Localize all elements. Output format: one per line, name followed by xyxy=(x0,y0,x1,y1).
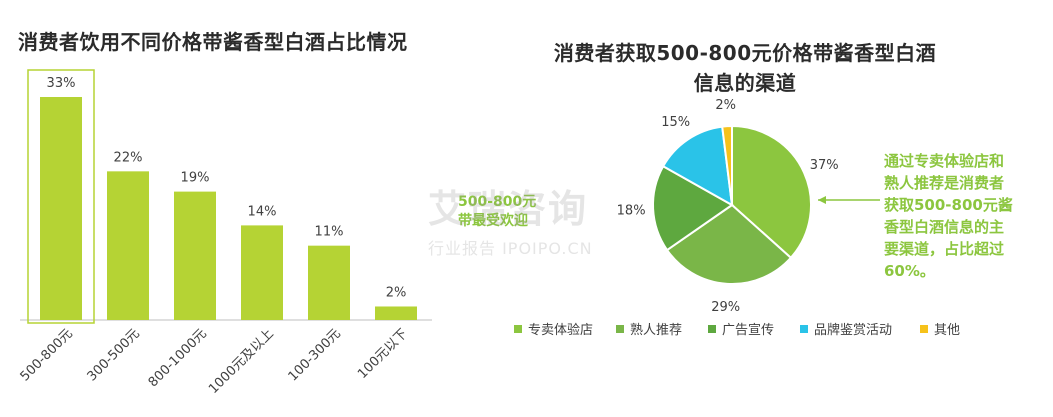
pie-chart-title-line1: 消费者获取500-800元价格带酱香型白酒 xyxy=(553,41,937,65)
bar-value-label: 22% xyxy=(114,150,143,165)
pie-slice xyxy=(652,164,734,252)
bar xyxy=(40,97,82,320)
bar-chart: 33% 500-800元 22% 300-500元 19% 800-1000元 14% 100… xyxy=(18,69,432,397)
legend-label: 其他 xyxy=(934,323,960,338)
callout-line: 熟人推荐是消费者 xyxy=(884,174,1005,192)
bar-value-label: 11% xyxy=(315,225,344,240)
legend-swatch xyxy=(920,325,928,333)
callout-line: 香型白酒信息的主 xyxy=(884,218,1005,236)
bar xyxy=(375,306,417,320)
pie-value-label: 15% xyxy=(661,115,690,130)
pie-slice xyxy=(731,124,812,260)
pie-slice xyxy=(721,124,733,206)
pie-value-label: 2% xyxy=(715,98,736,113)
callout-text: 通过专卖体验店和 熟人推荐是消费者 获取500-800元酱 香型白酒信息的主 要… xyxy=(884,150,1049,282)
callout-line: 通过专卖体验店和 xyxy=(884,152,1005,170)
highlight-box xyxy=(27,69,95,324)
pie-slice xyxy=(665,203,793,285)
x-tick-label: 100元以下 xyxy=(355,326,411,382)
legend-label: 品牌鉴赏活动 xyxy=(814,322,892,338)
pie-chart: 37% 29% 18% 15% 2% xyxy=(617,98,839,315)
legend-label: 熟人推荐 xyxy=(630,322,682,338)
highlight-note: 500-800元 带最受欢迎 xyxy=(458,193,558,231)
pie-value-label: 37% xyxy=(810,158,839,173)
callout-line: 获取500-800元酱 xyxy=(884,196,1013,214)
legend-label: 广告宣传 xyxy=(722,322,774,338)
bar-value-label: 2% xyxy=(386,285,407,300)
bar xyxy=(241,225,283,320)
pie-value-label: 18% xyxy=(617,204,646,219)
bar-value-label: 19% xyxy=(181,171,210,186)
highlight-note-line2: 带最受欢迎 xyxy=(458,213,528,229)
legend-label: 专卖体验店 xyxy=(528,322,593,338)
legend-swatch xyxy=(616,325,624,333)
callout-line: 要渠道，占比超过 xyxy=(884,240,1005,258)
legend-swatch xyxy=(708,325,716,333)
highlight-note-line1: 500-800元 xyxy=(458,194,537,210)
callout-arrow-head xyxy=(818,196,826,204)
pie-slice xyxy=(661,125,734,207)
x-tick-label: 500-800元 xyxy=(18,326,76,384)
bar xyxy=(308,245,350,320)
callout-line: 60%。 xyxy=(884,262,935,280)
x-tick-label: 300-500元 xyxy=(85,326,143,384)
pie-chart-title-line2: 信息的渠道 xyxy=(693,71,797,95)
pie-value-label: 29% xyxy=(711,300,740,315)
bar-value-label: 33% xyxy=(47,76,76,91)
bar xyxy=(174,191,216,320)
bar xyxy=(107,171,149,320)
pie-legend: 专卖体验店 熟人推荐 广告宣传 品牌鉴赏活动 其他 xyxy=(514,322,960,338)
legend-swatch xyxy=(800,325,808,333)
pie-chart-title: 消费者获取500-800元价格带酱香型白酒 信息的渠道 xyxy=(505,38,985,98)
bar-chart-title: 消费者饮用不同价格带酱香型白酒占比情况 xyxy=(18,30,408,54)
x-tick-label: 100-300元 xyxy=(286,326,344,384)
x-tick-label: 800-1000元 xyxy=(146,326,210,390)
x-tick-label: 1000元及以上 xyxy=(206,326,277,397)
bar-value-label: 14% xyxy=(248,204,277,219)
legend-swatch xyxy=(514,325,522,333)
callout-arrow xyxy=(818,196,880,204)
